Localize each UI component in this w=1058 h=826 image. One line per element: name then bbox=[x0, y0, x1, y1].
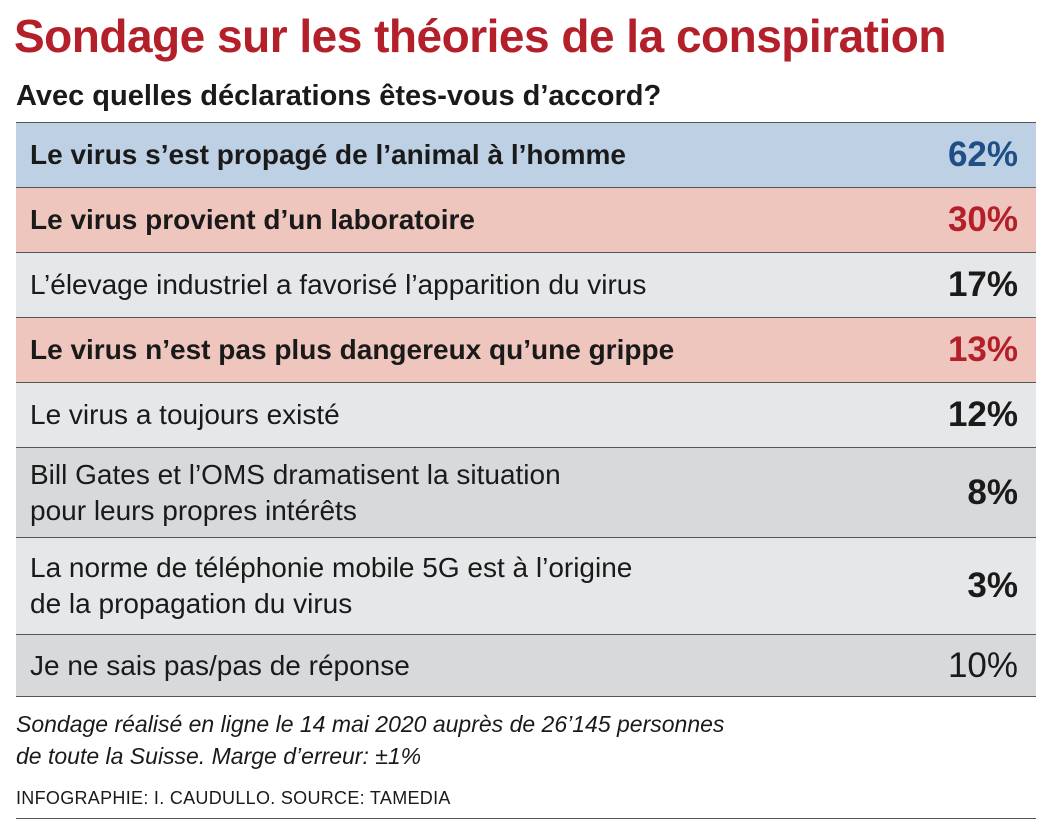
row-label: Je ne sais pas/pas de réponse bbox=[30, 649, 410, 681]
row-label: Bill Gates et l’OMS dramatisent la situa… bbox=[30, 448, 896, 537]
row-label: Le virus provient d’un laboratoire bbox=[30, 204, 475, 235]
table-row: L’élevage industriel a favorisé l’appari… bbox=[16, 253, 1036, 318]
row-label-line: de la propagation du virus bbox=[30, 588, 353, 619]
row-value: 12% bbox=[947, 395, 1018, 434]
row-value: 17% bbox=[947, 265, 1018, 304]
row-value: 8% bbox=[967, 472, 1018, 512]
row-label-line: La norme de téléphonie mobile 5G est à l… bbox=[30, 552, 633, 583]
table-row: Bill Gates et l’OMS dramatisent la situa… bbox=[16, 448, 1036, 538]
row-label: Le virus n’est pas plus dangereux qu’une… bbox=[30, 334, 675, 365]
row-label: Le virus a toujours existé bbox=[30, 399, 340, 430]
chart-subtitle: Avec quelles déclarations êtes-vous d’ac… bbox=[16, 80, 662, 112]
row-label: La norme de téléphonie mobile 5G est à l… bbox=[30, 538, 896, 634]
footnote-line-2: de toute la Suisse. Marge d’erreur: ±1% bbox=[16, 743, 422, 769]
table-row: Le virus n’est pas plus dangereux qu’une… bbox=[16, 318, 1036, 383]
row-value: 62% bbox=[947, 135, 1018, 174]
footnote: Sondage réalisé en ligne le 14 mai 2020 … bbox=[16, 708, 724, 772]
row-label-line: Bill Gates et l’OMS dramatisent la situa… bbox=[30, 458, 561, 490]
table-row: Je ne sais pas/pas de réponse 10% bbox=[16, 635, 1036, 697]
survey-table: Le virus s’est propagé de l’animal à l’h… bbox=[16, 122, 1036, 697]
row-label-line: pour leurs propres intérêts bbox=[30, 494, 357, 526]
row-value: 30% bbox=[947, 200, 1018, 239]
chart-title: Sondage sur les théories de la conspirat… bbox=[14, 10, 946, 62]
row-label: L’élevage industriel a favorisé l’appari… bbox=[30, 269, 647, 300]
table-row: La norme de téléphonie mobile 5G est à l… bbox=[16, 538, 1036, 635]
table-row: Le virus a toujours existé 12% bbox=[16, 383, 1036, 448]
row-value: 10% bbox=[947, 645, 1018, 685]
table-row: Le virus provient d’un laboratoire 30% bbox=[16, 188, 1036, 253]
row-label: Le virus s’est propagé de l’animal à l’h… bbox=[30, 139, 626, 170]
source-credit: INFOGRAPHIE: I. CAUDULLO. SOURCE: TAMEDI… bbox=[16, 788, 451, 808]
table-row: Le virus s’est propagé de l’animal à l’h… bbox=[16, 123, 1036, 188]
bottom-divider bbox=[16, 818, 1036, 819]
row-value: 13% bbox=[947, 330, 1018, 369]
row-value: 3% bbox=[967, 566, 1018, 605]
footnote-line-1: Sondage réalisé en ligne le 14 mai 2020 … bbox=[16, 711, 725, 737]
